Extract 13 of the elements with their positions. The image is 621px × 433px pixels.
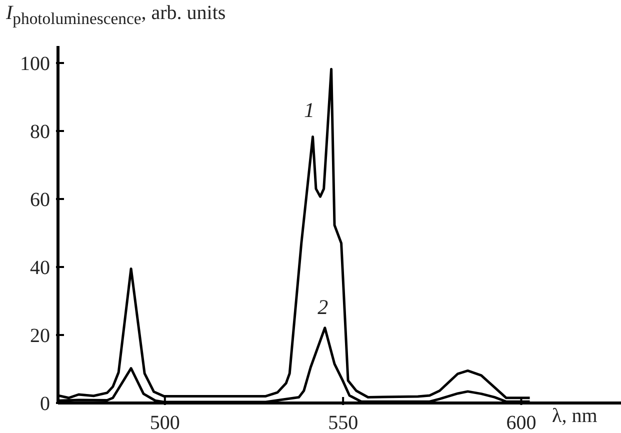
series-label: 2	[318, 294, 329, 319]
x-tick-label: 550	[328, 412, 358, 433]
x-tick-label: 600	[506, 412, 536, 433]
y-tick-label: 60	[30, 189, 50, 211]
x-tick-label: 500	[150, 412, 180, 433]
y-tick-label: 20	[30, 325, 50, 347]
y-tick-label: 100	[20, 53, 50, 75]
y-tick-label: 80	[30, 121, 50, 143]
x-axis-title: λ, nm	[552, 405, 598, 428]
y-axis-title: I$_{photoluminescence}$, arb. units	[6, 2, 226, 29]
series-label: 1	[304, 98, 315, 122]
y-tick-label: 40	[30, 257, 50, 279]
y-tick-label: 0	[40, 393, 50, 415]
